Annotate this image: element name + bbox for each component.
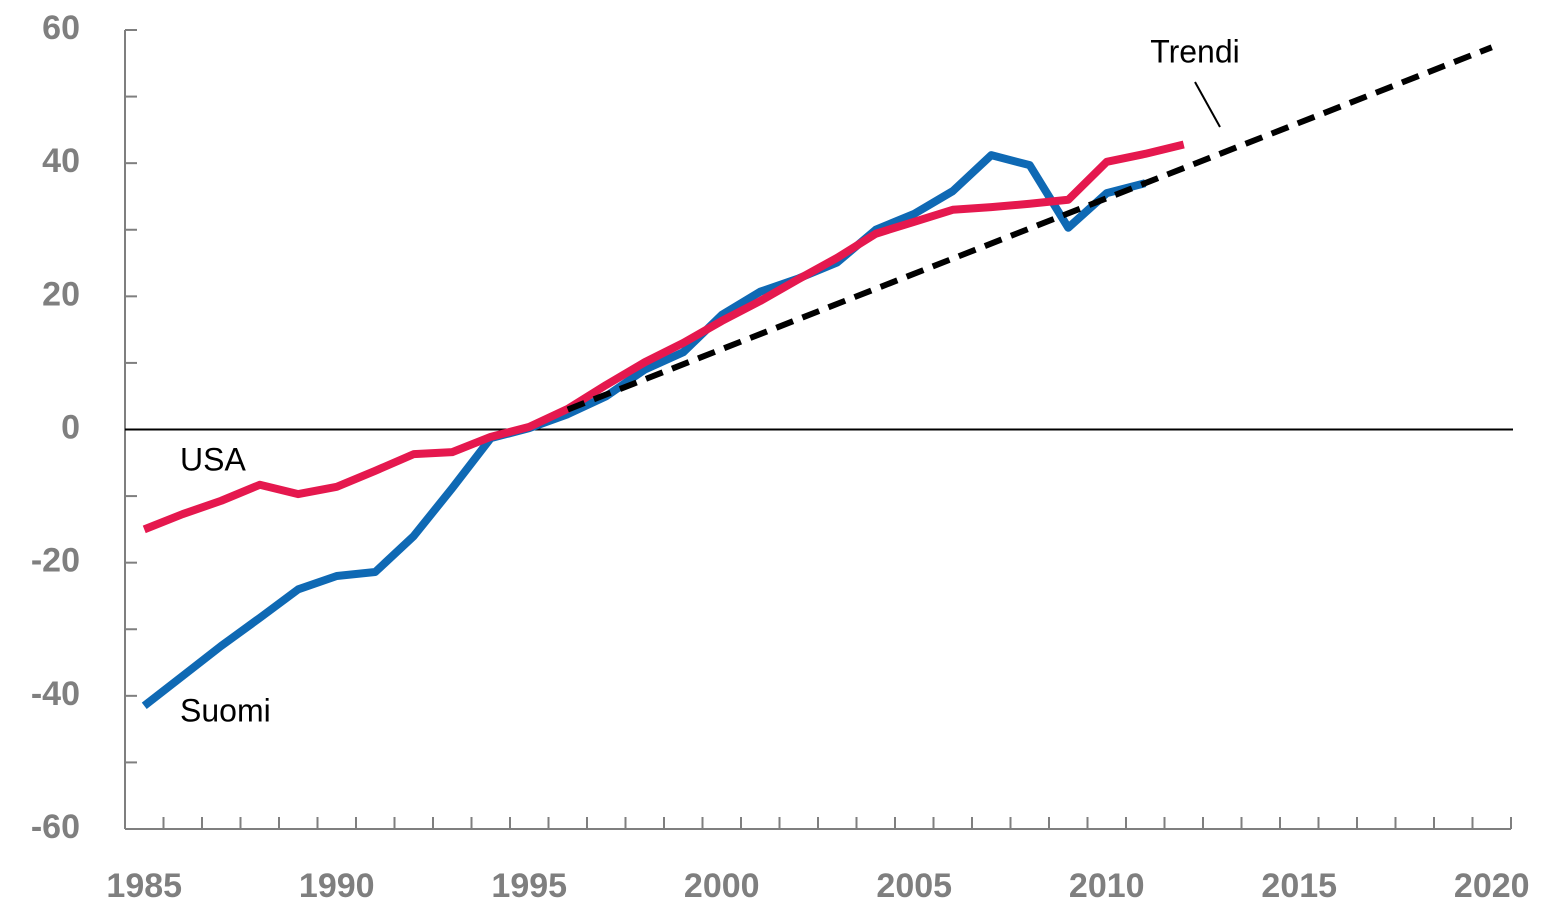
x-tick-label: 2020: [1454, 867, 1530, 905]
series-label: USA: [180, 441, 246, 477]
series-line: [142, 140, 1185, 534]
y-tick-label: 40: [42, 142, 80, 180]
x-tick-label: 2005: [876, 867, 952, 905]
trend-leader: [1194, 81, 1221, 128]
x-tick-label: 2010: [1069, 867, 1145, 905]
series-label: Trendi: [1150, 33, 1240, 69]
y-tick-label: -40: [31, 675, 80, 713]
x-tick-label: 2015: [1261, 867, 1337, 905]
series-line: [141, 151, 1147, 709]
y-tick-label: 20: [42, 275, 80, 313]
x-tick-label: 1985: [106, 867, 182, 905]
y-tick-label: 0: [61, 408, 80, 446]
x-tick-label: 2000: [684, 867, 760, 905]
series-line: [566, 44, 1493, 413]
x-tick-label: 1990: [299, 867, 375, 905]
series-label: Suomi: [180, 692, 271, 728]
y-tick-label: 60: [42, 9, 80, 47]
x-tick-label: 1995: [491, 867, 567, 905]
y-tick-label: -20: [31, 542, 80, 580]
y-tick-label: -60: [31, 808, 80, 846]
